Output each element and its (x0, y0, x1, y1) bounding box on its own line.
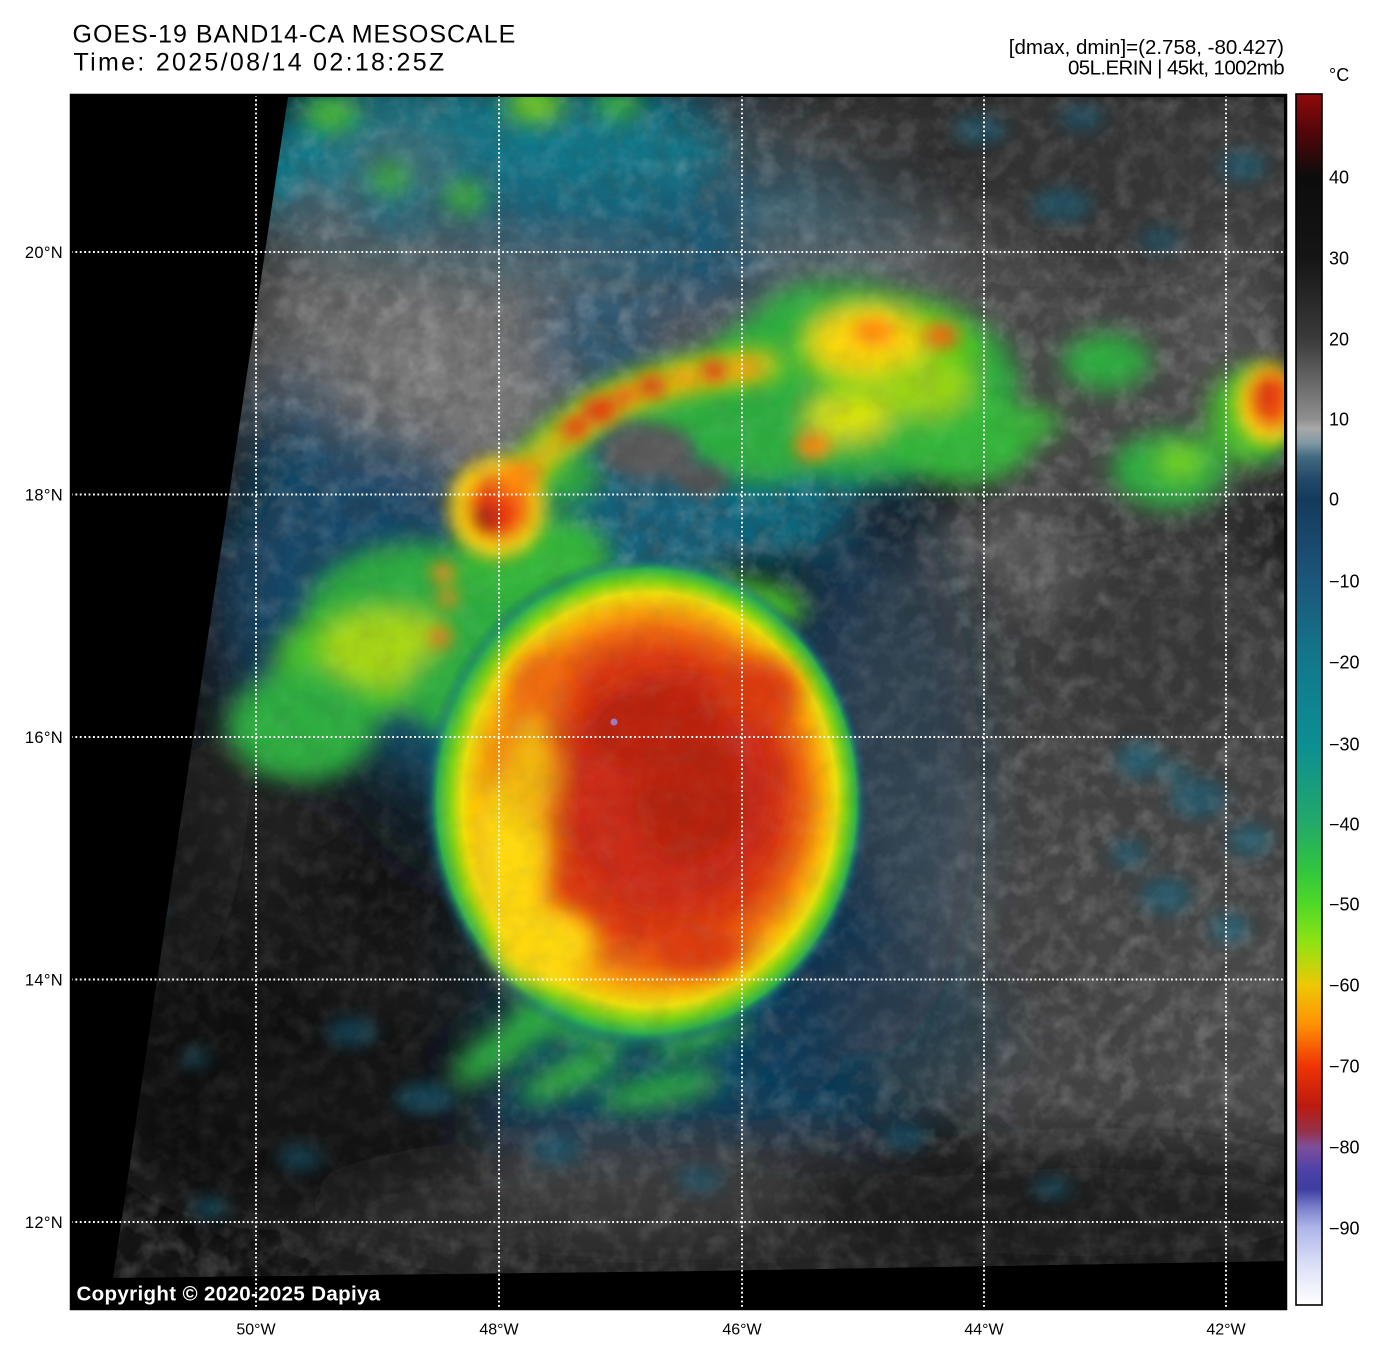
svg-text:44°W: 44°W (964, 1322, 1004, 1339)
svg-text:20°N: 20°N (25, 244, 63, 262)
svg-text:20: 20 (1329, 330, 1349, 350)
svg-text:12°N: 12°N (25, 1214, 63, 1232)
svg-text:30: 30 (1329, 249, 1349, 269)
svg-text:GOES-19 BAND14-CA MESOSCALE: GOES-19 BAND14-CA MESOSCALE (73, 21, 517, 49)
svg-text:−60: −60 (1329, 976, 1360, 996)
svg-text:Copyright © 2020-2025 Dapiya: Copyright © 2020-2025 Dapiya (77, 1283, 381, 1306)
svg-text:−80: −80 (1329, 1138, 1360, 1158)
svg-text:−90: −90 (1329, 1219, 1360, 1239)
svg-text:05L.ERIN | 45kt, 1002mb: 05L.ERIN | 45kt, 1002mb (1068, 57, 1284, 80)
svg-text:14°N: 14°N (25, 971, 63, 989)
svg-text:10: 10 (1329, 410, 1349, 430)
svg-text:40: 40 (1329, 168, 1349, 188)
svg-text:18°N: 18°N (25, 486, 63, 504)
svg-text:Time: 2025/08/14 02:18:25Z: Time: 2025/08/14 02:18:25Z (74, 49, 447, 77)
svg-text:48°W: 48°W (479, 1322, 519, 1339)
svg-text:42°W: 42°W (1206, 1322, 1246, 1339)
svg-text:16°N: 16°N (25, 729, 63, 747)
svg-text:−20: −20 (1329, 653, 1360, 673)
svg-text:0: 0 (1329, 490, 1339, 510)
svg-text:−50: −50 (1329, 895, 1360, 915)
svg-text:−30: −30 (1329, 735, 1360, 755)
svg-text:50°W: 50°W (236, 1322, 276, 1339)
svg-text:−40: −40 (1329, 815, 1360, 835)
svg-text:°C: °C (1329, 65, 1349, 85)
svg-text:−70: −70 (1329, 1057, 1360, 1077)
svg-text:[dmax, dmin]=(2.758, -80.427): [dmax, dmin]=(2.758, -80.427) (1009, 36, 1284, 59)
svg-text:−10: −10 (1329, 572, 1360, 592)
svg-text:46°W: 46°W (722, 1322, 762, 1339)
